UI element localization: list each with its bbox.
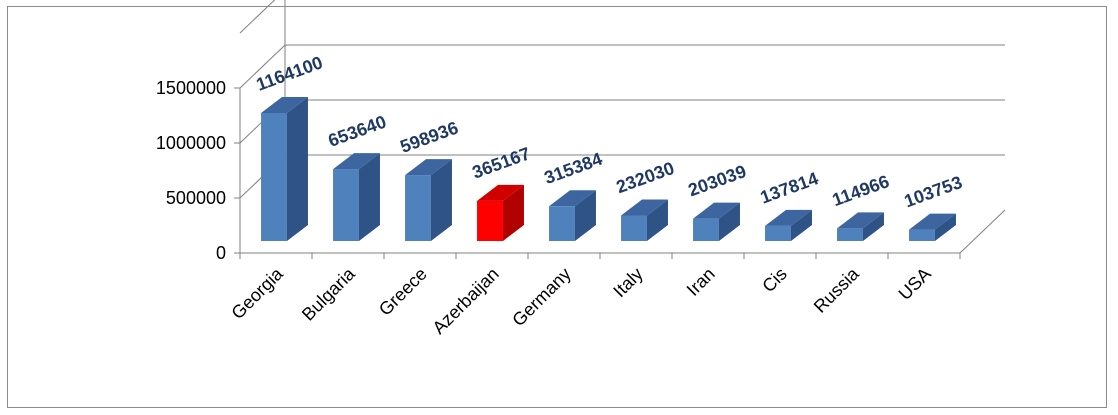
y-tick-label: 1000000 — [156, 133, 226, 153]
floor-right-edge — [959, 209, 1006, 254]
bar-azerbaijan — [477, 184, 524, 241]
bar-top-italy — [621, 199, 668, 216]
bars — [261, 96, 956, 241]
bar-top-cis — [765, 209, 812, 226]
data-label-bulgaria: 653640 — [326, 112, 389, 151]
category-label-azerbaijan: Azerbaijan — [429, 264, 503, 338]
data-label-italy: 232030 — [614, 158, 677, 197]
bar-front-bulgaria — [333, 169, 359, 241]
bar-side-germany — [574, 190, 596, 241]
category-label-georgia: Georgia — [227, 263, 287, 323]
data-label-usa: 103753 — [902, 172, 965, 211]
bar-side-georgia — [286, 96, 308, 241]
category-label-russia: Russia — [810, 263, 864, 317]
bar-greece — [405, 159, 452, 241]
category-label-germany: Germany — [508, 264, 574, 330]
bar-russia — [837, 212, 884, 241]
bar-front-azerbaijan — [477, 200, 503, 241]
data-label-cis: 137814 — [758, 168, 821, 207]
category-label-usa: USA — [895, 264, 935, 304]
bar-bulgaria — [333, 153, 380, 241]
category-label-iran: Iran — [683, 264, 719, 300]
bar-front-russia — [837, 228, 863, 241]
data-label-russia: 114966 — [830, 171, 892, 210]
bar-side-azerbaijan — [502, 184, 524, 241]
gridline-diag-3 — [239, 44, 286, 89]
bar-front-greece — [405, 175, 431, 241]
bar-top-usa — [909, 213, 956, 230]
bar-side-greece — [430, 159, 452, 241]
bar-top-russia — [837, 212, 884, 229]
bar-side-cis — [790, 209, 812, 241]
bar-front-germany — [549, 206, 575, 241]
category-label-italy: Italy — [609, 264, 646, 301]
category-label-bulgaria: Bulgaria — [298, 263, 360, 325]
bar-side-bulgaria — [358, 153, 380, 241]
y-tick-label: 1500000 — [156, 78, 226, 98]
bar-front-usa — [909, 229, 935, 241]
gridline-diag-top — [239, 0, 276, 34]
bar-front-italy — [621, 215, 647, 241]
bar-germany — [549, 190, 596, 241]
bar-top-azerbaijan — [477, 184, 524, 201]
bar-top-bulgaria — [333, 153, 380, 170]
bar-front-iran — [693, 218, 719, 241]
bar-usa — [909, 213, 956, 241]
y-tick-label: 500000 — [166, 188, 226, 208]
bar-top-germany — [549, 190, 596, 207]
bar-side-usa — [934, 213, 956, 241]
data-label-greece: 598936 — [398, 118, 461, 157]
data-label-azerbaijan: 365167 — [470, 143, 533, 182]
bar-georgia — [261, 96, 308, 241]
y-tick-labels: 0 500000 1000000 1500000 — [156, 78, 226, 263]
bar-top-iran — [693, 202, 740, 219]
bar-side-russia — [862, 212, 884, 241]
category-label-greece: Greece — [375, 264, 431, 320]
category-label-cis: Cis — [758, 264, 791, 297]
data-label-georgia: 1164100 — [254, 52, 326, 94]
y-tick-label: 0 — [216, 243, 226, 263]
bar-italy — [621, 199, 668, 241]
bar-iran — [693, 202, 740, 241]
bar-side-italy — [646, 199, 668, 241]
bar-top-georgia — [261, 96, 308, 113]
data-label-iran: 203039 — [686, 161, 749, 200]
bar-top-greece — [405, 159, 452, 176]
bar-side-iran — [718, 202, 740, 241]
bar-front-cis — [765, 225, 791, 241]
bar-cis — [765, 209, 812, 241]
bar-front-georgia — [261, 112, 287, 241]
axes — [234, 87, 1006, 259]
